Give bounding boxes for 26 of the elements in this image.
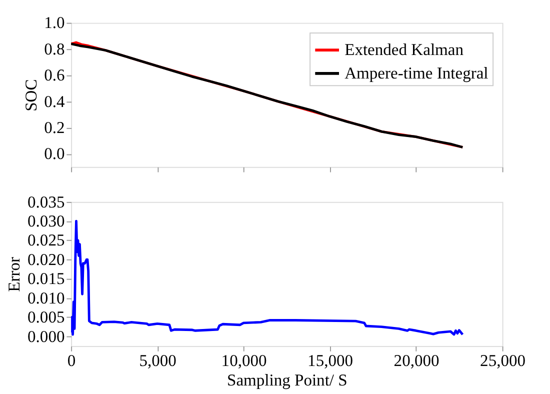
x-tick-label: 0 xyxy=(67,350,76,370)
line-series xyxy=(71,220,464,336)
x-axis-title: Sampling Point/ S xyxy=(226,370,348,390)
y-tick-label: 0.6 xyxy=(44,66,65,85)
y-tick-label: 1.0 xyxy=(44,13,65,32)
y-tick-label: 0.015 xyxy=(28,269,65,288)
legend-label: Ampere-time Integral xyxy=(344,63,489,82)
y-tick-label: 0.8 xyxy=(44,39,65,58)
y-tick-label: 0.010 xyxy=(28,288,65,308)
y-tick-label: 0.020 xyxy=(28,250,65,269)
y-tick-label: 0.005 xyxy=(28,308,65,327)
x-tick-label: 20,000 xyxy=(394,350,440,370)
y-tick-label: 0.035 xyxy=(28,192,65,212)
y-axis-title: Error xyxy=(4,256,24,292)
y-tick-label: 0.000 xyxy=(28,326,65,346)
y-tick-label: 0.2 xyxy=(44,118,65,137)
x-tick-label: 5,000 xyxy=(139,350,176,370)
y-axis-title: SOC xyxy=(21,79,40,112)
y-tick-label: 0.0 xyxy=(44,144,65,164)
legend-label: Extended Kalman xyxy=(344,40,464,59)
x-tick-label: 10,000 xyxy=(221,350,267,370)
y-tick-label: 0.030 xyxy=(28,211,65,230)
y-tick-label: 0.4 xyxy=(44,92,65,111)
y-tick-label: 0.025 xyxy=(28,230,65,250)
x-tick-label: 15,000 xyxy=(308,350,354,370)
x-tick-label: 25,000 xyxy=(480,350,526,370)
